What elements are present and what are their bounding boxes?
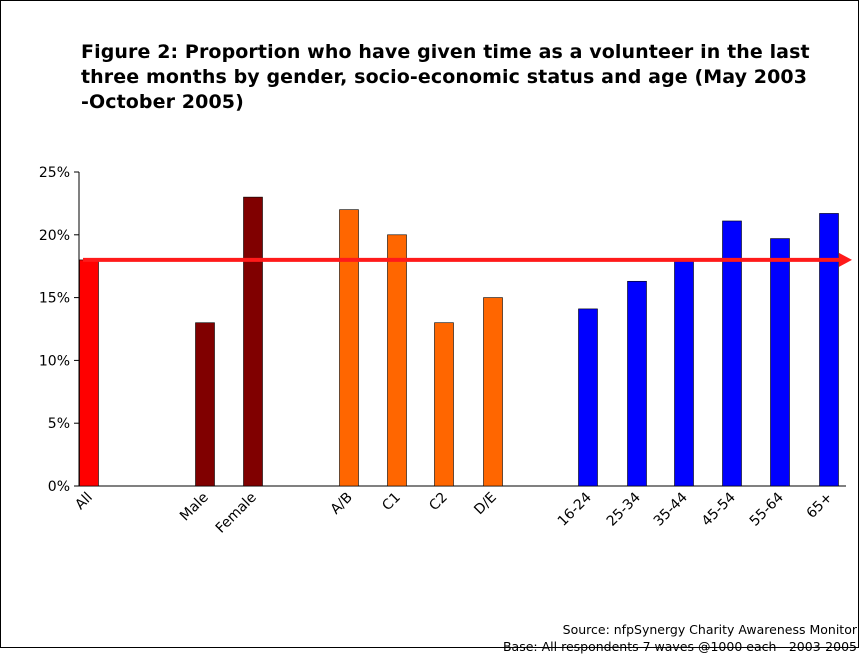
x-tick-label: 16-24 [555,489,595,529]
y-tick-label: 15% [39,291,70,307]
bar [387,234,407,487]
bar [195,322,215,487]
x-tick-label: C2 [426,490,451,515]
x-tick-label: D/E [471,490,500,519]
bar [770,238,790,487]
average-reference-arrowhead [839,252,852,267]
bar [819,213,839,487]
x-tick-label: 25-34 [604,489,644,529]
x-tick-label: Male [177,490,212,525]
x-tick-label: C1 [379,490,404,515]
bar [483,297,503,487]
x-tick-label: A/B [328,490,356,518]
bar [722,220,742,487]
base-text: Base: All respondents 7 waves @1000 each… [502,639,857,654]
bar [79,259,99,487]
source-text: Source: nfpSynergy Charity Awareness Mon… [562,622,857,637]
bar [674,259,694,487]
bar [243,196,263,487]
x-tick-label: 55-64 [747,489,787,529]
x-tick-label: 45-54 [699,489,739,529]
y-tick-label: 10% [39,353,70,369]
x-tick-label: 35-44 [651,489,691,529]
bar [434,322,454,487]
x-tick-label: Female [213,490,260,537]
bar [627,280,647,487]
bar [339,209,359,487]
source-note: Source: nfpSynergy Charity Awareness Mon… [337,621,857,655]
y-tick-label: 0% [48,479,70,495]
chart-title: Figure 2: Proportion who have given time… [81,41,810,113]
x-tick-label: All [72,490,96,514]
y-tick-label: 5% [48,416,70,432]
y-tick-label: 25% [39,165,70,181]
x-tick-label: 65+ [804,490,836,522]
bar [578,308,598,487]
y-tick-label: 20% [39,228,70,244]
